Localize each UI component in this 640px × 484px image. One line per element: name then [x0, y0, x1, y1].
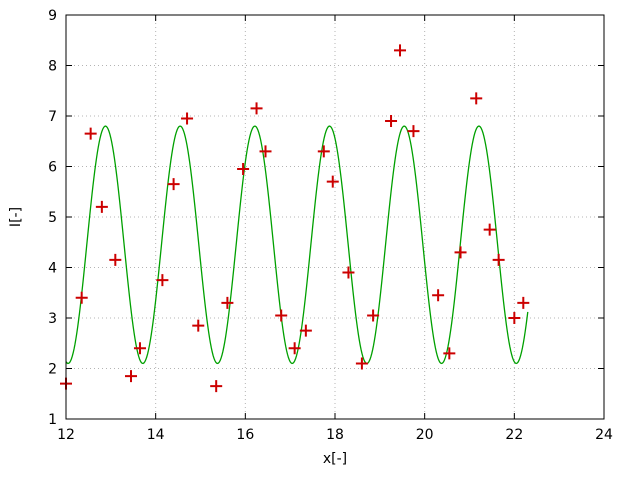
x-tick-label: 20: [416, 427, 434, 443]
data-point-marker: [125, 370, 138, 383]
data-point-marker: [342, 266, 355, 279]
x-tick-label: 18: [326, 427, 344, 443]
data-point-marker: [394, 44, 407, 57]
y-tick-label: 4: [48, 261, 57, 277]
data-point-marker: [317, 145, 330, 158]
data-point-marker: [192, 319, 205, 332]
data-point-marker: [167, 178, 180, 191]
data-point-marker: [443, 347, 456, 360]
data-point-marker: [367, 309, 380, 322]
y-tick-label: 7: [48, 109, 57, 125]
y-tick-label: 1: [48, 412, 57, 428]
y-tick-label: 3: [48, 311, 57, 327]
data-point-marker: [221, 296, 234, 309]
data-point-marker: [355, 357, 368, 370]
x-tick-label: 22: [505, 427, 523, 443]
data-point-marker: [385, 115, 398, 128]
data-point-marker: [109, 253, 122, 266]
y-tick-label: 6: [48, 160, 57, 176]
data-point-marker: [84, 127, 97, 140]
y-tick-label: 2: [48, 362, 57, 378]
y-tick-label: 8: [48, 59, 57, 75]
x-tick-label: 24: [595, 427, 613, 443]
data-point-marker: [492, 253, 505, 266]
data-point-marker: [483, 223, 496, 236]
data-point-marker: [454, 246, 467, 259]
axes-border-and-ticks: [65, 14, 605, 420]
data-point-marker: [275, 309, 288, 322]
data-point-marker: [75, 291, 88, 304]
data-point-marker: [288, 342, 301, 355]
data-point-marker: [508, 312, 521, 324]
data-point-marker: [210, 380, 223, 393]
data-point-marker: [299, 324, 312, 337]
y-axis-label: I[-]: [8, 207, 24, 227]
data-point-marker: [156, 274, 169, 287]
data-point-marker: [517, 296, 530, 309]
x-tick-label: 12: [57, 427, 75, 443]
fit-curve: [65, 125, 529, 365]
data-point-marker: [407, 125, 420, 138]
data-point-marker: [259, 145, 272, 158]
data-point-marker: [133, 342, 146, 355]
data-points: [60, 44, 530, 393]
data-point-marker: [250, 102, 263, 115]
data-point-marker: [95, 200, 108, 213]
y-tick-label: 9: [48, 8, 57, 24]
x-tick-label: 14: [147, 427, 165, 443]
data-point-marker: [237, 163, 250, 176]
data-point-marker: [470, 92, 483, 105]
x-axis-label: x[-]: [323, 451, 347, 467]
y-tick-label: 5: [48, 210, 57, 226]
data-point-marker: [432, 289, 445, 302]
data-point-marker: [326, 175, 339, 188]
x-tick-label: 16: [236, 427, 254, 443]
data-point-marker: [181, 112, 194, 125]
